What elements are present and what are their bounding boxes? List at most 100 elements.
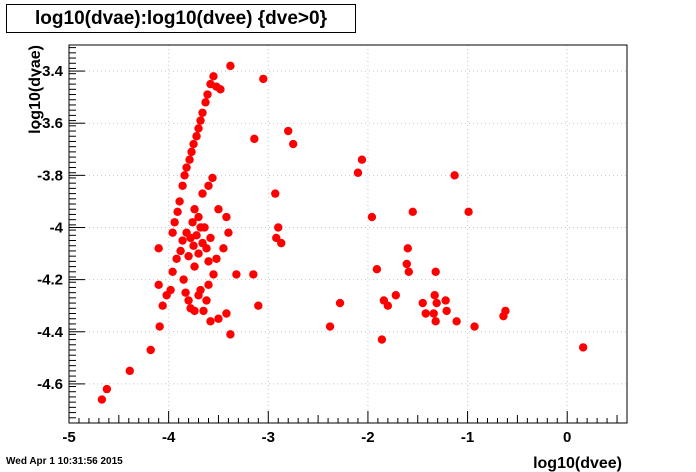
data-point bbox=[168, 228, 177, 237]
data-point bbox=[377, 335, 387, 344]
data-point bbox=[226, 61, 235, 71]
data-point bbox=[402, 259, 411, 269]
grid-lines bbox=[69, 45, 627, 423]
data-point bbox=[408, 207, 417, 217]
data-point bbox=[170, 218, 179, 227]
data-point bbox=[175, 197, 184, 206]
data-point bbox=[184, 296, 193, 305]
data-point bbox=[442, 306, 451, 316]
data-point bbox=[219, 244, 228, 253]
data-point bbox=[452, 317, 461, 326]
data-point bbox=[189, 241, 198, 250]
data-point bbox=[441, 296, 450, 305]
x-tick-label: -4 bbox=[162, 429, 176, 446]
data-point bbox=[222, 212, 231, 222]
data-point bbox=[431, 267, 440, 276]
data-point bbox=[464, 207, 473, 217]
data-point bbox=[391, 291, 401, 300]
plot-frame bbox=[68, 44, 628, 424]
data-point bbox=[192, 231, 201, 240]
data-point bbox=[254, 301, 263, 310]
data-point bbox=[181, 288, 190, 297]
data-point bbox=[404, 267, 413, 276]
data-point bbox=[168, 267, 177, 276]
y-tick-label: -3.8 bbox=[37, 167, 63, 184]
data-point bbox=[154, 280, 163, 290]
data-point bbox=[224, 228, 233, 237]
data-point bbox=[249, 270, 258, 279]
data-point bbox=[185, 155, 194, 164]
data-point bbox=[429, 309, 438, 318]
data-point bbox=[372, 264, 382, 274]
data-points bbox=[97, 61, 588, 404]
data-point bbox=[194, 212, 203, 222]
data-point bbox=[259, 74, 268, 84]
data-point bbox=[173, 207, 182, 217]
axis-ticks bbox=[68, 47, 628, 424]
data-point bbox=[201, 98, 210, 107]
x-tick-labels: -5 -4 -3 -2 -1 0 bbox=[62, 429, 571, 446]
data-point bbox=[154, 244, 163, 253]
data-point bbox=[208, 173, 217, 183]
data-point bbox=[226, 330, 235, 339]
data-point bbox=[499, 311, 508, 321]
data-point bbox=[432, 298, 441, 308]
data-point bbox=[180, 171, 189, 180]
data-point bbox=[214, 314, 223, 323]
x-tick-label: 0 bbox=[563, 429, 571, 446]
data-point bbox=[222, 309, 231, 318]
data-point bbox=[431, 317, 440, 326]
data-point bbox=[578, 343, 588, 352]
data-point bbox=[192, 132, 201, 141]
data-point bbox=[166, 285, 175, 295]
data-point bbox=[250, 134, 259, 144]
chart-title: log10(dvae):log10(dvee) {dve>0} bbox=[6, 4, 356, 33]
data-point bbox=[204, 280, 213, 290]
data-point bbox=[367, 212, 377, 222]
y-tick-labels: -4.6 -4.4 -4.2 -4 -3.8 -3.6 -3.4 bbox=[37, 63, 64, 393]
data-point bbox=[353, 168, 363, 177]
data-point bbox=[203, 90, 212, 99]
data-point bbox=[179, 275, 188, 284]
data-point bbox=[184, 251, 193, 261]
data-point bbox=[202, 296, 211, 305]
data-point bbox=[212, 254, 221, 263]
data-point bbox=[158, 301, 167, 310]
x-axis-label: log10(dvee) bbox=[533, 455, 622, 472]
data-point bbox=[125, 366, 134, 376]
data-point bbox=[190, 306, 199, 316]
y-tick-label: -3.4 bbox=[37, 63, 64, 80]
data-point bbox=[421, 309, 430, 318]
x-tick-label: -5 bbox=[62, 429, 75, 446]
data-point bbox=[190, 205, 199, 214]
y-tick-label: -4.2 bbox=[37, 272, 63, 289]
data-point bbox=[176, 246, 185, 256]
data-point bbox=[284, 126, 293, 136]
y-tick-label: -3.6 bbox=[37, 115, 63, 132]
data-point bbox=[383, 301, 393, 310]
data-point bbox=[199, 306, 208, 316]
x-tick-label: -3 bbox=[262, 429, 275, 446]
data-point bbox=[288, 139, 298, 149]
data-point bbox=[450, 171, 459, 180]
y-axis-label: log10(dvae) bbox=[27, 45, 44, 134]
data-point bbox=[209, 72, 218, 81]
y-tick-label: -4 bbox=[50, 219, 64, 236]
data-point bbox=[97, 395, 107, 404]
data-point bbox=[214, 205, 223, 214]
data-point bbox=[182, 163, 191, 172]
data-point bbox=[178, 236, 187, 245]
data-point bbox=[196, 285, 205, 295]
data-point bbox=[204, 257, 213, 266]
data-point bbox=[204, 181, 213, 190]
data-point bbox=[200, 223, 209, 232]
data-point bbox=[232, 270, 241, 279]
data-point bbox=[196, 116, 205, 125]
data-point bbox=[274, 223, 283, 232]
data-point bbox=[202, 244, 211, 253]
data-point bbox=[325, 322, 335, 331]
data-point bbox=[146, 345, 155, 355]
data-point bbox=[198, 189, 207, 198]
data-point bbox=[198, 108, 207, 117]
data-point bbox=[155, 322, 164, 331]
